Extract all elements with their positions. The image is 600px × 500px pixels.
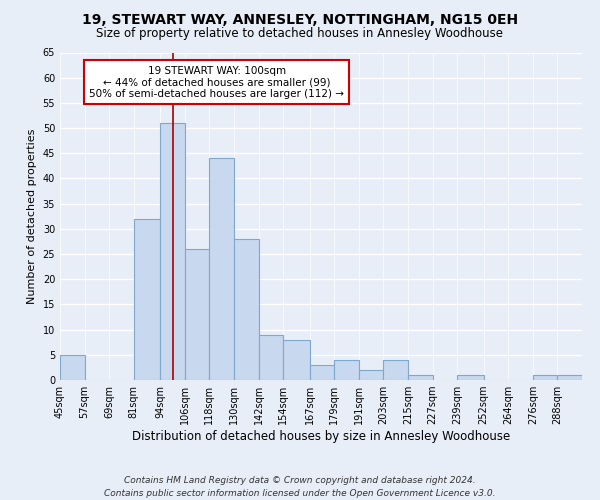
Bar: [334, 360, 359, 380]
Bar: [134, 219, 160, 380]
Bar: [283, 340, 310, 380]
Bar: [259, 334, 283, 380]
Bar: [359, 370, 383, 380]
Bar: [383, 360, 408, 380]
X-axis label: Distribution of detached houses by size in Annesley Woodhouse: Distribution of detached houses by size …: [132, 430, 510, 443]
Bar: [160, 123, 185, 380]
Bar: [310, 365, 334, 380]
Bar: [185, 249, 209, 380]
Bar: [457, 375, 484, 380]
Text: 19, STEWART WAY, ANNESLEY, NOTTINGHAM, NG15 0EH: 19, STEWART WAY, ANNESLEY, NOTTINGHAM, N…: [82, 12, 518, 26]
Y-axis label: Number of detached properties: Number of detached properties: [27, 128, 37, 304]
Bar: [557, 375, 582, 380]
Bar: [60, 355, 85, 380]
Text: Contains HM Land Registry data © Crown copyright and database right 2024.
Contai: Contains HM Land Registry data © Crown c…: [104, 476, 496, 498]
Bar: [209, 158, 234, 380]
Text: Size of property relative to detached houses in Annesley Woodhouse: Size of property relative to detached ho…: [97, 28, 503, 40]
Text: 19 STEWART WAY: 100sqm
← 44% of detached houses are smaller (99)
50% of semi-det: 19 STEWART WAY: 100sqm ← 44% of detached…: [89, 66, 344, 99]
Bar: [533, 375, 557, 380]
Bar: [408, 375, 433, 380]
Bar: [234, 239, 259, 380]
